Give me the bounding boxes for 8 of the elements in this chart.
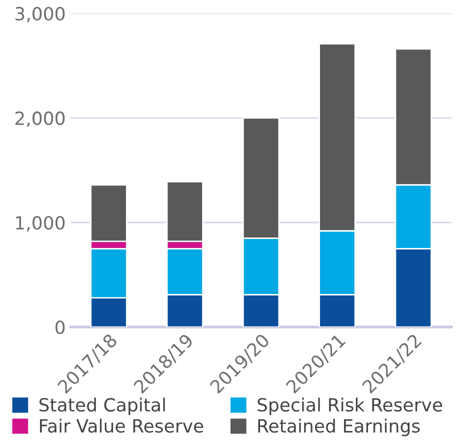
legend-label: Fair Value Reserve <box>40 418 204 433</box>
legend-label: Stated Capital <box>39 398 165 416</box>
y-tick-label: 1,000 <box>16 216 65 232</box>
legend-label: Special Risk Reserve <box>258 398 442 416</box>
y-tick-label: 2,000 <box>15 111 65 127</box>
y-tick-label: 3,000 <box>16 6 65 22</box>
legend-label: Retained Earnings <box>258 418 420 436</box>
y-tick-label: 0 <box>56 320 65 334</box>
